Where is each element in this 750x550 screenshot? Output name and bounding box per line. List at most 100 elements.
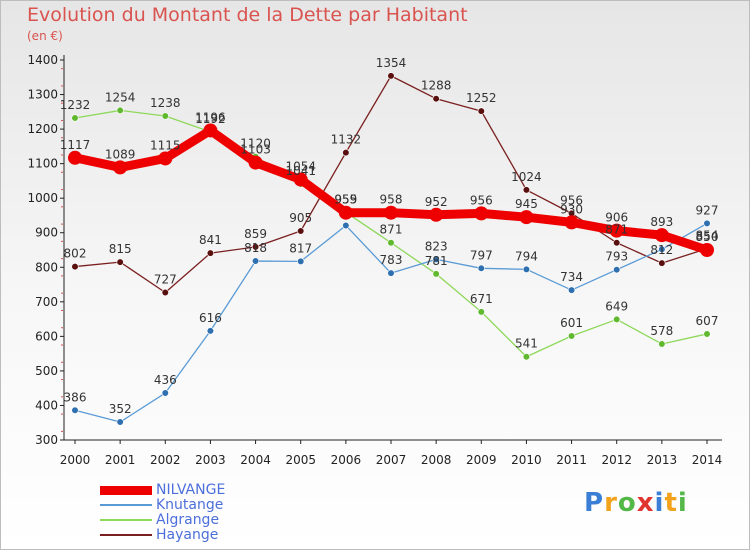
logo-letter: i bbox=[677, 488, 688, 518]
y-tick-label: 400 bbox=[35, 398, 58, 412]
proxiti-logo: Proxiti bbox=[584, 488, 688, 518]
data-label: 956 bbox=[470, 193, 493, 207]
data-point bbox=[477, 308, 485, 316]
data-point bbox=[609, 223, 624, 238]
data-point bbox=[564, 215, 579, 230]
data-label: 1024 bbox=[511, 170, 542, 184]
data-point bbox=[700, 243, 714, 257]
data-point bbox=[567, 332, 576, 340]
data-label: 956 bbox=[560, 193, 583, 207]
data-label: 812 bbox=[650, 243, 673, 257]
data-label: 906 bbox=[605, 211, 628, 225]
x-tick-label: 2010 bbox=[511, 453, 542, 467]
data-label: 734 bbox=[560, 270, 583, 284]
data-label: 893 bbox=[650, 215, 673, 229]
x-tick-label: 2004 bbox=[240, 453, 271, 467]
data-label: 823 bbox=[425, 239, 448, 253]
legend-item-knutange: Knutange bbox=[100, 498, 300, 513]
data-point bbox=[68, 150, 82, 165]
data-label: 1132 bbox=[331, 133, 362, 147]
data-label: 850 bbox=[696, 230, 719, 244]
legend-swatch bbox=[100, 486, 152, 495]
data-label: 958 bbox=[380, 193, 403, 207]
x-tick-label: 2007 bbox=[376, 453, 407, 467]
data-point bbox=[161, 389, 169, 397]
data-label: 930 bbox=[560, 202, 583, 216]
data-label: 871 bbox=[605, 223, 628, 237]
x-tick-label: 2009 bbox=[466, 453, 497, 467]
data-point bbox=[248, 155, 263, 170]
legend-swatch bbox=[100, 504, 152, 506]
data-label: 541 bbox=[515, 337, 538, 351]
data-point bbox=[432, 95, 440, 103]
x-tick-label: 2012 bbox=[601, 453, 632, 467]
data-point bbox=[342, 148, 350, 157]
y-tick-label: 300 bbox=[35, 433, 58, 447]
y-tick-label: 800 bbox=[35, 260, 58, 274]
data-label: 854 bbox=[696, 229, 719, 243]
data-point bbox=[161, 288, 169, 297]
data-point bbox=[432, 255, 440, 263]
data-point bbox=[519, 210, 534, 225]
data-label: 578 bbox=[650, 324, 673, 338]
legend-item-nilvange: NILVANGE bbox=[100, 483, 300, 498]
data-point bbox=[387, 269, 395, 277]
data-label: 781 bbox=[425, 254, 448, 268]
data-point bbox=[477, 264, 485, 272]
data-label: 649 bbox=[605, 299, 628, 313]
data-point bbox=[658, 259, 666, 267]
data-point bbox=[203, 123, 218, 138]
y-tick-label: 1100 bbox=[27, 157, 58, 171]
data-point bbox=[522, 353, 531, 361]
data-label: 794 bbox=[515, 249, 538, 263]
series-knutange bbox=[71, 219, 711, 426]
data-point bbox=[206, 327, 215, 335]
chart-title: Evolution du Montant de la Dette par Hab… bbox=[27, 4, 468, 26]
data-point bbox=[432, 270, 440, 278]
legend-item-hayange: Hayange bbox=[100, 528, 300, 543]
data-label: 607 bbox=[696, 314, 719, 328]
chart-unit: (en €) bbox=[27, 29, 63, 43]
data-point bbox=[477, 107, 485, 115]
logo-letter: P bbox=[584, 488, 605, 518]
data-label: 871 bbox=[380, 223, 403, 237]
data-label: 959 bbox=[334, 192, 357, 206]
data-label: 783 bbox=[380, 253, 403, 267]
series-lines bbox=[68, 72, 714, 426]
data-labels: 802 815 727 841 859 905 1132 1354 1288 1252 1024 95… bbox=[60, 56, 719, 416]
x-tick-label: 2006 bbox=[331, 453, 362, 467]
data-label: 1192 bbox=[195, 112, 226, 126]
x-tick-label: 2013 bbox=[647, 453, 678, 467]
data-label: 386 bbox=[64, 390, 87, 404]
data-label: 1252 bbox=[466, 91, 497, 105]
y-tick-label: 1300 bbox=[27, 88, 58, 102]
logo-letter: x bbox=[636, 488, 655, 518]
data-label: 436 bbox=[154, 373, 177, 387]
data-label: 945 bbox=[515, 197, 538, 211]
legend-swatch bbox=[100, 519, 152, 521]
logo-letter: o bbox=[617, 488, 637, 518]
data-point bbox=[613, 266, 621, 274]
y-tick-label: 900 bbox=[35, 226, 58, 240]
x-tick-label: 2000 bbox=[60, 453, 91, 467]
data-point bbox=[387, 72, 395, 80]
data-label: 1089 bbox=[105, 147, 136, 161]
data-label: 601 bbox=[560, 316, 583, 330]
data-label: 1115 bbox=[150, 138, 181, 152]
logo-letter: i bbox=[654, 488, 665, 518]
data-label: 905 bbox=[289, 211, 312, 225]
data-label: 818 bbox=[244, 241, 267, 255]
legend-label: Hayange bbox=[156, 527, 219, 543]
data-label: 859 bbox=[244, 227, 267, 241]
data-label: 1354 bbox=[376, 56, 407, 70]
y-tick-label: 1200 bbox=[27, 122, 58, 136]
data-label: 1117 bbox=[60, 138, 91, 152]
series-nilvange bbox=[68, 123, 714, 257]
data-point bbox=[703, 219, 711, 227]
data-label: 1254 bbox=[105, 90, 136, 104]
data-point bbox=[613, 315, 621, 324]
legend-item-algrange: Algrange bbox=[100, 513, 300, 528]
y-tick-label: 1000 bbox=[27, 191, 58, 205]
data-point bbox=[161, 112, 169, 120]
legend-label: Knutange bbox=[156, 497, 224, 513]
